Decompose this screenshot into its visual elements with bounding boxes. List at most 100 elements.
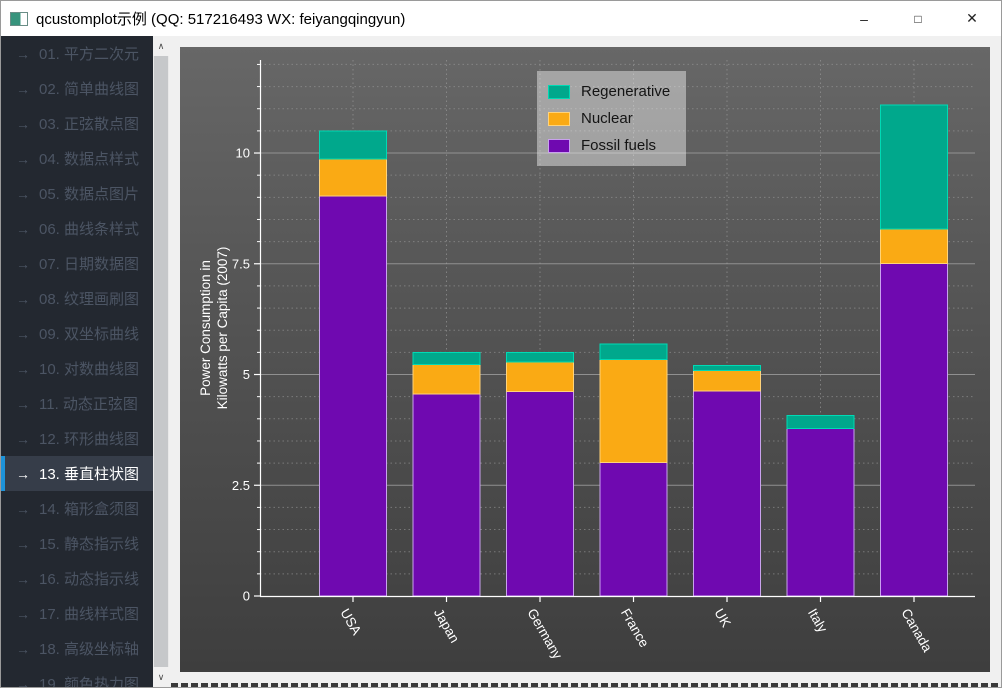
x-tick-label: Germany <box>524 606 565 662</box>
sidebar: → 01. 平方二次元 → 02. 简单曲线图 → 03. 正弦散点图 → 04. 数据点样式… <box>1 36 169 687</box>
y-tick-label: 0 <box>243 589 250 604</box>
bar-uk-nuclear <box>693 369 761 392</box>
sidebar-item-04[interactable]: → 04. 数据点样式 <box>1 141 153 176</box>
sidebar-item-label: 16. 动态指示线 <box>39 571 140 588</box>
arrow-icon: → <box>16 45 30 62</box>
sidebar-item-08[interactable]: → 08. 纹理画刷图 <box>1 281 153 316</box>
sidebar-item-14[interactable]: → 14. 箱形盒须图 <box>1 491 153 526</box>
bar-japan-nuclear <box>412 364 481 395</box>
sidebar-item-01[interactable]: → 01. 平方二次元 <box>1 36 153 71</box>
legend-label: Nuclear <box>581 110 633 127</box>
sidebar-item-label: 09. 双坐标曲线 <box>39 326 140 343</box>
legend-swatch-icon <box>548 84 570 99</box>
sidebar-item-09[interactable]: → 09. 双坐标曲线 <box>1 316 153 351</box>
minimize-button[interactable]: – <box>841 1 887 36</box>
sidebar-item-15[interactable]: → 15. 静态指示线 <box>1 526 153 561</box>
sidebar-item-05[interactable]: → 05. 数据点图片 <box>1 176 153 211</box>
x-tick-label: France <box>618 606 652 650</box>
sidebar-item-10[interactable]: → 10. 对数曲线图 <box>1 351 153 386</box>
sidebar-item-07[interactable]: → 07. 日期数据图 <box>1 246 153 281</box>
bar-italy-regenerative <box>786 415 855 430</box>
sidebar-item-label: 04. 数据点样式 <box>39 151 140 168</box>
arrow-icon: → <box>16 360 30 377</box>
sidebar-item-label: 13. 垂直柱状图 <box>39 466 140 483</box>
arrow-icon: → <box>16 500 30 517</box>
legend-item: Nuclear <box>548 107 670 130</box>
bar-japan-fossil-fuels <box>412 393 481 597</box>
scroll-down-icon[interactable]: ∨ <box>153 667 169 687</box>
sidebar-item-06[interactable]: → 06. 曲线条样式 <box>1 211 153 246</box>
maximize-button[interactable]: □ <box>895 1 941 36</box>
legend-swatch-icon <box>548 138 570 153</box>
legend-label: Regenerative <box>581 83 671 100</box>
arrow-icon: → <box>16 255 30 272</box>
arrow-icon: → <box>16 150 30 167</box>
clipped-text-strip <box>171 683 999 687</box>
bar-germany-regenerative <box>506 351 574 363</box>
bar-canada-fossil-fuels <box>880 263 948 597</box>
arrow-icon: → <box>16 290 30 307</box>
arrow-icon: → <box>16 80 30 97</box>
sidebar-item-02[interactable]: → 02. 简单曲线图 <box>1 71 153 106</box>
legend-label: Fossil fuels <box>581 137 657 154</box>
legend-item: Regenerative <box>548 80 670 103</box>
sidebar-item-label: 01. 平方二次元 <box>39 46 140 63</box>
sidebar-item-16[interactable]: → 16. 动态指示线 <box>1 561 153 596</box>
sidebar-item-label: 05. 数据点图片 <box>39 186 140 203</box>
scroll-up-icon[interactable]: ∧ <box>153 36 169 56</box>
bar-canada-nuclear <box>880 228 948 265</box>
bar-france-fossil-fuels <box>599 461 668 597</box>
bar-italy-fossil-fuels <box>786 428 855 597</box>
bar-usa-fossil-fuels <box>319 195 387 597</box>
bar-chart: 0 2.5 5 7.5 10 USA Japan Germany France UK Italy Ca… <box>198 60 975 662</box>
sidebar-item-12[interactable]: → 12. 环形曲线图 <box>1 421 153 456</box>
y-tick-label: 5 <box>243 367 250 382</box>
sidebar-item-03[interactable]: → 03. 正弦散点图 <box>1 106 153 141</box>
bar-uk-fossil-fuels <box>693 390 761 597</box>
bar-germany-nuclear <box>506 361 574 392</box>
sidebar-item-11[interactable]: → 11. 动态正弦图 <box>1 386 153 421</box>
sidebar-item-label: 18. 高级坐标轴 <box>39 641 140 658</box>
sidebar-item-label: 11. 动态正弦图 <box>39 396 138 413</box>
bar-france-nuclear <box>599 359 668 463</box>
sidebar-scrollbar[interactable]: ∧ ∨ <box>153 36 169 687</box>
sidebar-item-label: 15. 静态指示线 <box>39 536 140 553</box>
sidebar-item-label: 06. 曲线条样式 <box>39 221 140 238</box>
arrow-icon: → <box>16 465 30 482</box>
sidebar-item-label: 14. 箱形盒须图 <box>39 501 140 518</box>
arrow-icon: → <box>16 430 30 447</box>
sidebar-item-18[interactable]: → 18. 高级坐标轴 <box>1 631 153 666</box>
sidebar-item-13[interactable]: → 13. 垂直柱状图 <box>1 456 153 491</box>
y-tick-label: 7.5 <box>232 256 250 271</box>
arrow-icon: → <box>16 535 30 552</box>
plot-canvas: 0 2.5 5 7.5 10 USA Japan Germany France UK Italy Ca… <box>180 47 990 672</box>
sidebar-item-label: 12. 环形曲线图 <box>39 431 140 448</box>
x-tick-label: Canada <box>898 606 935 655</box>
y-tick-label: 10 <box>236 146 250 161</box>
arrow-icon: → <box>16 185 30 202</box>
bar-canada-regenerative <box>880 104 948 230</box>
sidebar-item-19[interactable]: → 19. 颜色热力图 <box>1 666 153 688</box>
x-tick-label: USA <box>337 606 364 638</box>
title-bar: qcustomplot示例 (QQ: 517216493 WX: feiyang… <box>1 1 1001 36</box>
window-title: qcustomplot示例 (QQ: 517216493 WX: feiyang… <box>36 11 406 28</box>
arrow-icon: → <box>16 605 30 622</box>
arrow-icon: → <box>16 220 30 237</box>
x-tick-label: Japan <box>431 606 462 645</box>
sidebar-item-label: 08. 纹理画刷图 <box>39 291 140 308</box>
x-tick-label: UK <box>711 606 733 630</box>
scrollbar-thumb[interactable] <box>154 56 168 667</box>
sidebar-item-label: 07. 日期数据图 <box>39 256 140 273</box>
legend-item: Fossil fuels <box>548 134 670 157</box>
close-button[interactable]: ✕ <box>949 1 995 36</box>
arrow-icon: → <box>16 640 30 657</box>
y-tick-label: 2.5 <box>232 478 250 493</box>
sidebar-item-label: 03. 正弦散点图 <box>39 116 140 133</box>
sidebar-item-label: 19. 颜色热力图 <box>39 676 140 687</box>
main-area: 0 2.5 5 7.5 10 USA Japan Germany France UK Italy Ca… <box>169 36 1001 687</box>
bar-uk-regenerative <box>693 365 761 371</box>
chart-legend: Regenerative Nuclear Fossil fuels <box>537 71 687 166</box>
bar-france-regenerative <box>599 343 668 361</box>
sidebar-item-17[interactable]: → 17. 曲线样式图 <box>1 596 153 631</box>
